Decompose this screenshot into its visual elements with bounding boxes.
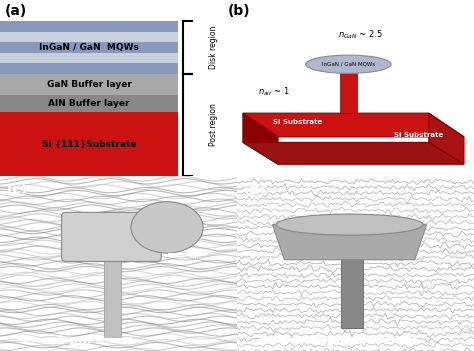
Polygon shape [243, 143, 464, 164]
Text: AlN Buffer layer: AlN Buffer layer [48, 99, 130, 108]
Text: InGaN / GaN  MQWs: InGaN / GaN MQWs [39, 43, 139, 52]
Ellipse shape [276, 214, 423, 235]
Bar [0, 74, 178, 95]
Bar [0, 53, 178, 63]
Bar [0, 42, 178, 53]
Bar [0, 95, 178, 112]
Text: GaN Buffer layer: GaN Buffer layer [46, 80, 132, 89]
Text: $n_{GaN}$ ~ 2.5: $n_{GaN}$ ~ 2.5 [338, 28, 383, 40]
Text: (c): (c) [7, 183, 28, 197]
FancyBboxPatch shape [62, 212, 161, 261]
Text: $n_{air}$ ~ 1: $n_{air}$ ~ 1 [258, 85, 290, 98]
Bar [339, 73, 357, 113]
Polygon shape [273, 225, 427, 260]
Polygon shape [429, 113, 464, 164]
Polygon shape [243, 113, 278, 164]
Ellipse shape [131, 202, 203, 253]
Bar [0, 21, 178, 74]
Text: (d): (d) [244, 183, 267, 197]
Bar [0, 63, 178, 74]
Text: Post region: Post region [210, 103, 219, 146]
Bar [0, 21, 178, 32]
Text: Si {111}Substrate: Si {111}Substrate [42, 139, 137, 148]
Bar [341, 258, 363, 328]
Bar [0, 112, 178, 176]
Text: 500 nm: 500 nm [177, 255, 198, 260]
Text: InGaN / GaN MQWs: InGaN / GaN MQWs [322, 62, 375, 67]
Bar [104, 254, 121, 337]
Polygon shape [243, 113, 464, 137]
Text: Si Substrate: Si Substrate [273, 119, 322, 125]
Text: 1 μm: 1 μm [56, 335, 91, 347]
Text: (b): (b) [228, 4, 250, 18]
Text: Disk region: Disk region [210, 26, 219, 69]
Ellipse shape [306, 55, 391, 73]
Text: 500 nm: 500 nm [310, 335, 363, 347]
Text: Si Substrate: Si Substrate [393, 132, 443, 138]
Text: (a): (a) [4, 4, 27, 18]
Bar [0, 32, 178, 42]
